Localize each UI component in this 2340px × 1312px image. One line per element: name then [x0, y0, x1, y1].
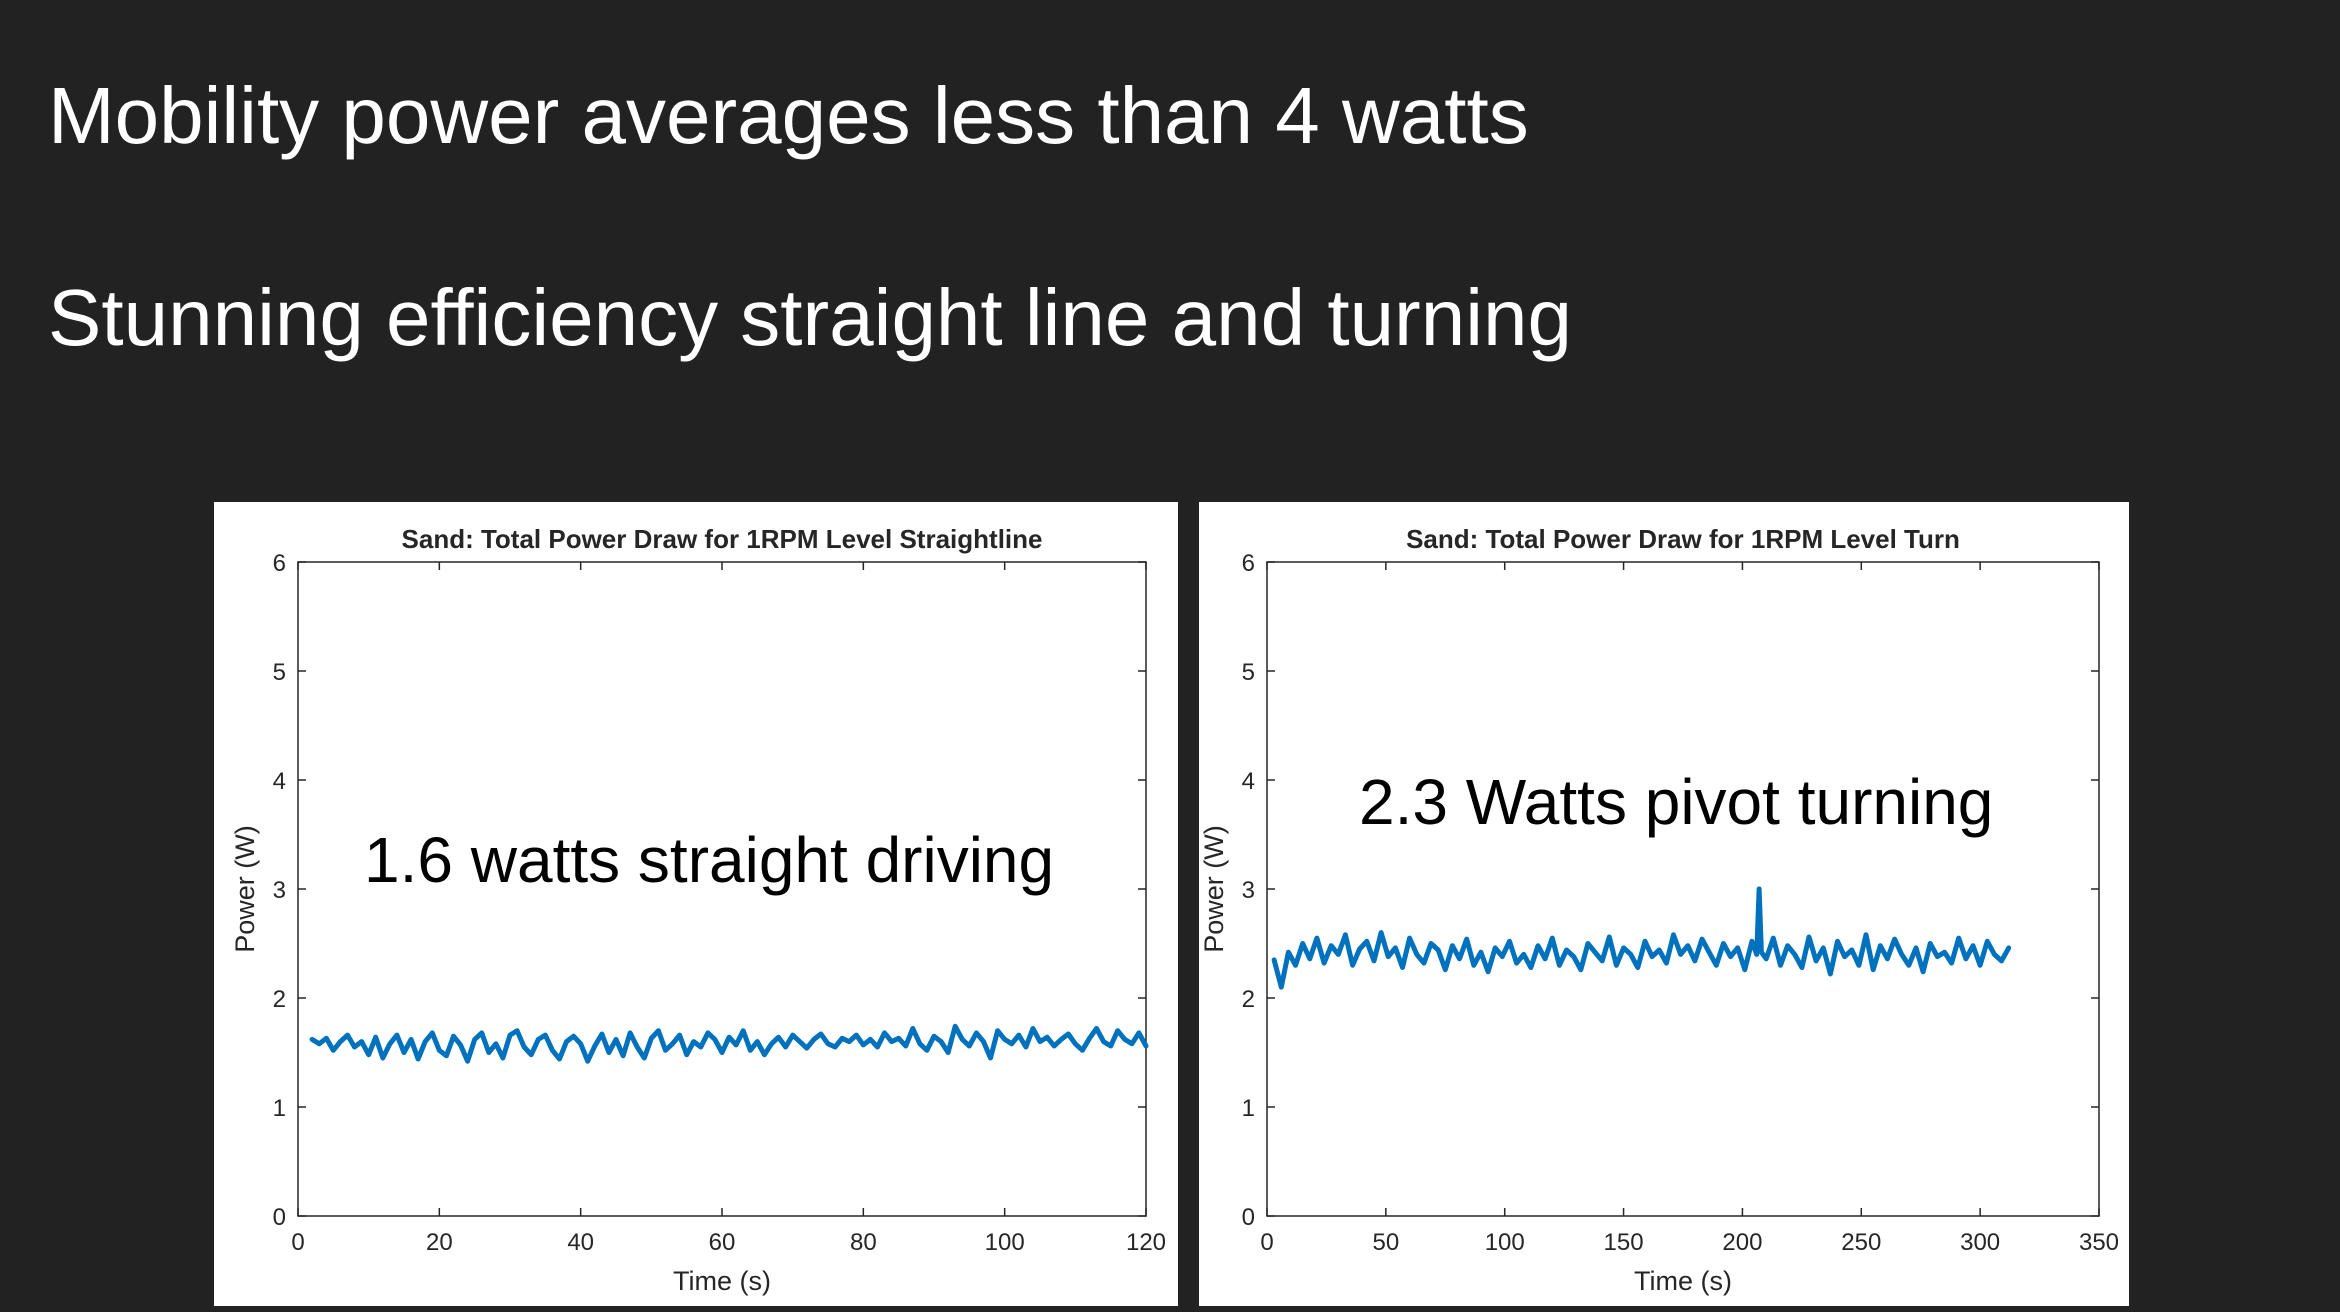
x-tick-label: 200: [1722, 1229, 1762, 1256]
chart-title: Sand: Total Power Draw for 1RPM Level St…: [402, 524, 1043, 554]
x-tick-label: 80: [850, 1229, 877, 1256]
x-tick-label: 300: [1960, 1229, 2000, 1256]
y-tick-label: 6: [273, 550, 286, 577]
x-tick-label: 100: [1485, 1229, 1525, 1256]
chart-turn: Sand: Total Power Draw for 1RPM Level Tu…: [1199, 524, 2119, 1296]
y-tick-label: 5: [1242, 659, 1255, 686]
y-axis-label: Power (W): [230, 825, 260, 953]
headline-mobility-power: Mobility power averages less than 4 watt…: [48, 71, 1529, 160]
y-tick-label: 1: [1242, 1095, 1255, 1122]
y-tick-label: 4: [273, 768, 286, 795]
y-tick-label: 2: [273, 986, 286, 1013]
chart-title: Sand: Total Power Draw for 1RPM Level Tu…: [1406, 524, 1960, 554]
y-tick-label: 5: [273, 659, 286, 686]
x-tick-label: 60: [709, 1229, 736, 1256]
series-line: [1271, 886, 2012, 990]
y-tick-label: 1: [273, 1095, 286, 1122]
x-tick-label: 350: [2079, 1229, 2119, 1256]
y-axis-label: Power (W): [1199, 825, 1229, 953]
chart-annotation: 2.3 Watts pivot turning: [1359, 766, 1993, 838]
chart-panel-straightline: Sand: Total Power Draw for 1RPM Level St…: [214, 502, 1178, 1306]
x-tick-label: 150: [1604, 1229, 1644, 1256]
plot-area-box: [1266, 561, 2100, 1217]
chart-panel-turn: Sand: Total Power Draw for 1RPM Level Tu…: [1199, 502, 2129, 1306]
x-axis-label: Time (s): [1634, 1266, 1732, 1296]
x-tick-label: 250: [1841, 1229, 1881, 1256]
chart-annotation: 1.6 watts straight driving: [364, 824, 1054, 896]
x-tick-label: 40: [567, 1229, 594, 1256]
x-tick-label: 0: [291, 1229, 304, 1256]
y-tick-label: 2: [1242, 986, 1255, 1013]
y-tick-label: 6: [1242, 550, 1255, 577]
y-tick-label: 0: [1242, 1204, 1255, 1231]
y-tick-label: 0: [273, 1204, 286, 1231]
x-tick-label: 120: [1126, 1229, 1166, 1256]
headline-efficiency: Stunning efficiency straight line and tu…: [48, 273, 1572, 362]
y-tick-label: 4: [1242, 768, 1255, 795]
x-tick-label: 20: [426, 1229, 453, 1256]
x-tick-label: 100: [985, 1229, 1025, 1256]
chart-straightline: Sand: Total Power Draw for 1RPM Level St…: [230, 524, 1166, 1296]
x-tick-label: 50: [1373, 1229, 1400, 1256]
x-axis-label: Time (s): [673, 1266, 771, 1296]
y-tick-label: 3: [273, 877, 286, 904]
x-tick-label: 0: [1260, 1229, 1273, 1256]
series-line: [309, 1023, 1149, 1064]
y-tick-label: 3: [1242, 877, 1255, 904]
